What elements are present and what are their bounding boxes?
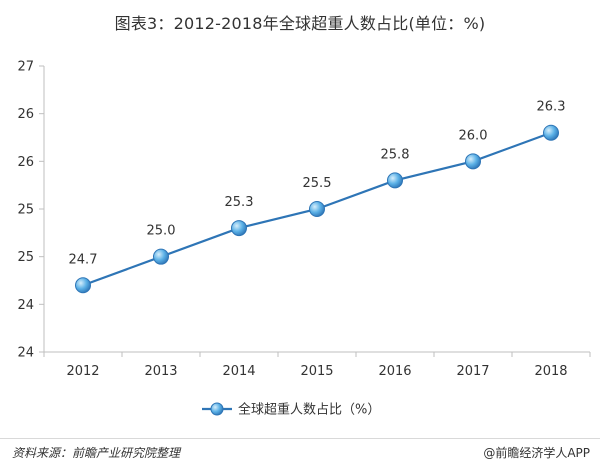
data-label: 25.5 <box>303 176 332 191</box>
footer-divider <box>0 438 600 439</box>
x-tick-label: 2013 <box>144 364 177 379</box>
x-tick-label: 2016 <box>378 364 411 379</box>
y-tick-label: 25 <box>17 250 34 265</box>
y-tick-label: 26 <box>17 155 34 170</box>
legend-label: 全球超重人数占比（%） <box>238 402 380 418</box>
data-point[interactable] <box>543 124 559 141</box>
data-point[interactable] <box>309 201 325 217</box>
data-label: 25.0 <box>147 224 176 239</box>
y-tick-label: 26 <box>17 107 34 122</box>
data-label: 24.7 <box>69 252 98 267</box>
x-tick-label: 2015 <box>300 364 333 379</box>
data-point[interactable] <box>231 220 247 237</box>
data-labels: 24.7 25.0 25.3 25.5 25.8 26.0 26.3 <box>69 100 566 268</box>
legend[interactable]: 全球超重人数占比（%） <box>202 402 380 418</box>
x-tick-label: 2012 <box>66 364 99 379</box>
data-label: 26.0 <box>459 128 488 143</box>
x-axis-ticks: 2012 2013 2014 2015 2016 2017 2018 <box>43 352 591 379</box>
x-tick-label: 2017 <box>456 364 489 379</box>
data-label: 25.8 <box>381 147 410 162</box>
series-group <box>75 124 559 294</box>
y-axis-ticks: 24 24 25 25 26 26 27 <box>17 60 44 361</box>
y-tick-label: 25 <box>17 203 34 218</box>
legend-marker <box>210 402 224 416</box>
y-tick-label: 27 <box>17 60 34 75</box>
chart-title: 图表3：2012-2018年全球超重人数占比(单位：%) <box>114 14 486 33</box>
data-point[interactable] <box>465 153 481 170</box>
y-tick-label: 24 <box>17 298 34 313</box>
brand-label: @前瞻经济学人APP <box>483 446 590 460</box>
data-point[interactable] <box>387 172 403 189</box>
data-point[interactable] <box>153 248 169 265</box>
data-label: 25.3 <box>225 195 254 210</box>
y-tick-label: 24 <box>17 346 34 361</box>
x-tick-label: 2014 <box>222 364 255 379</box>
data-label: 26.3 <box>537 100 566 115</box>
x-tick-label: 2018 <box>534 364 567 379</box>
source-label: 资料来源：前瞻产业研究院整理 <box>12 446 181 460</box>
data-point[interactable] <box>75 277 91 294</box>
